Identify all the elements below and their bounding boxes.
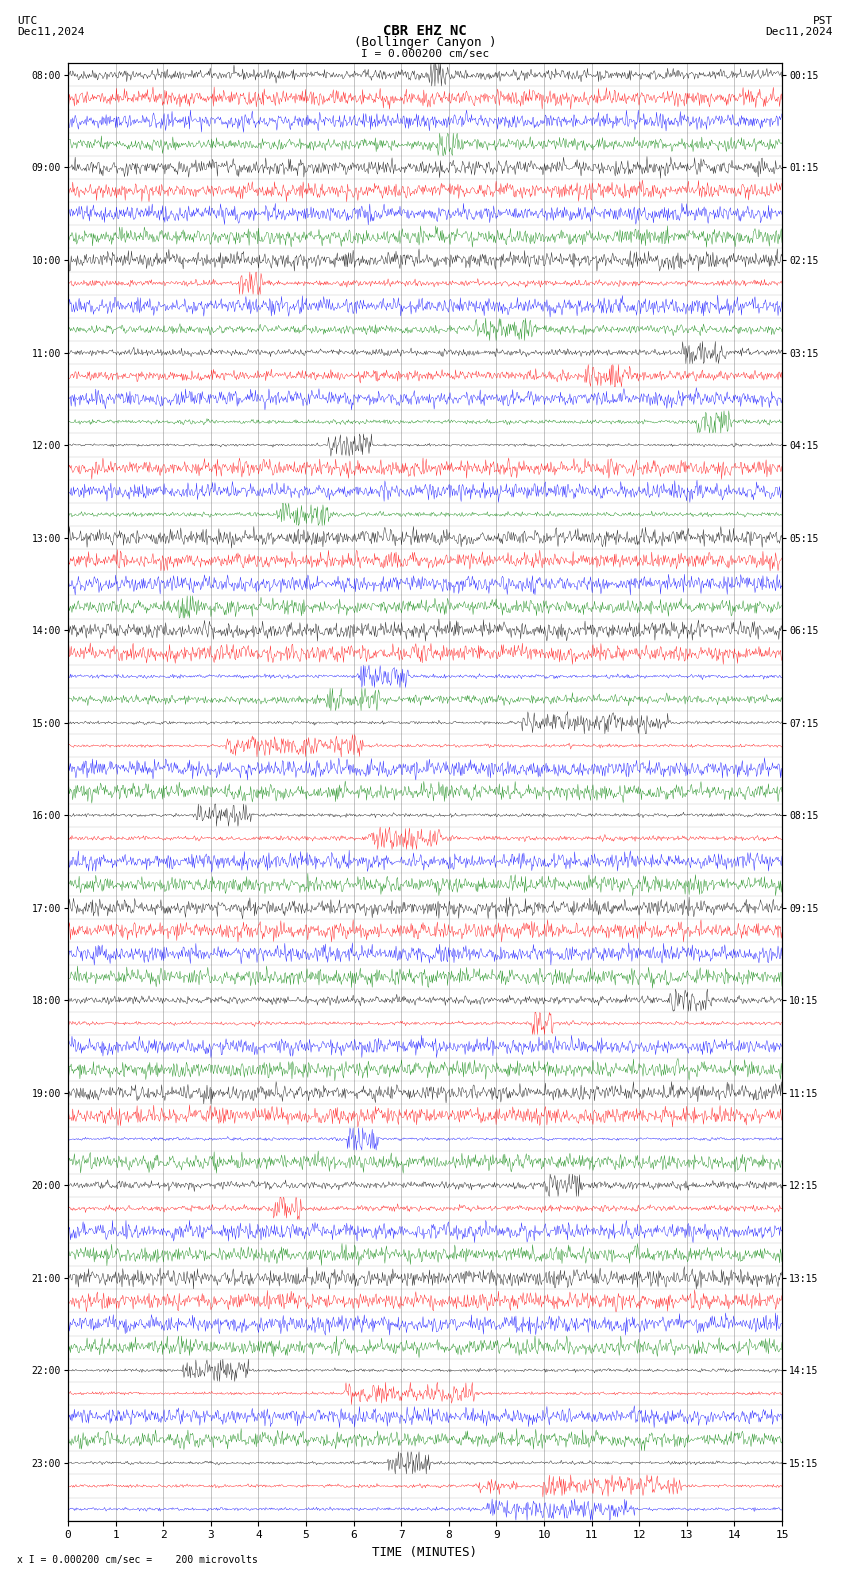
Text: Dec11,2024: Dec11,2024 <box>766 27 833 36</box>
Text: x I = 0.000200 cm/sec =    200 microvolts: x I = 0.000200 cm/sec = 200 microvolts <box>17 1555 258 1565</box>
Text: (Bollinger Canyon ): (Bollinger Canyon ) <box>354 36 496 49</box>
Text: PST: PST <box>813 16 833 25</box>
X-axis label: TIME (MINUTES): TIME (MINUTES) <box>372 1546 478 1559</box>
Text: UTC: UTC <box>17 16 37 25</box>
Text: Dec11,2024: Dec11,2024 <box>17 27 84 36</box>
Text: I = 0.000200 cm/sec: I = 0.000200 cm/sec <box>361 49 489 59</box>
Text: CBR EHZ NC: CBR EHZ NC <box>383 24 467 38</box>
